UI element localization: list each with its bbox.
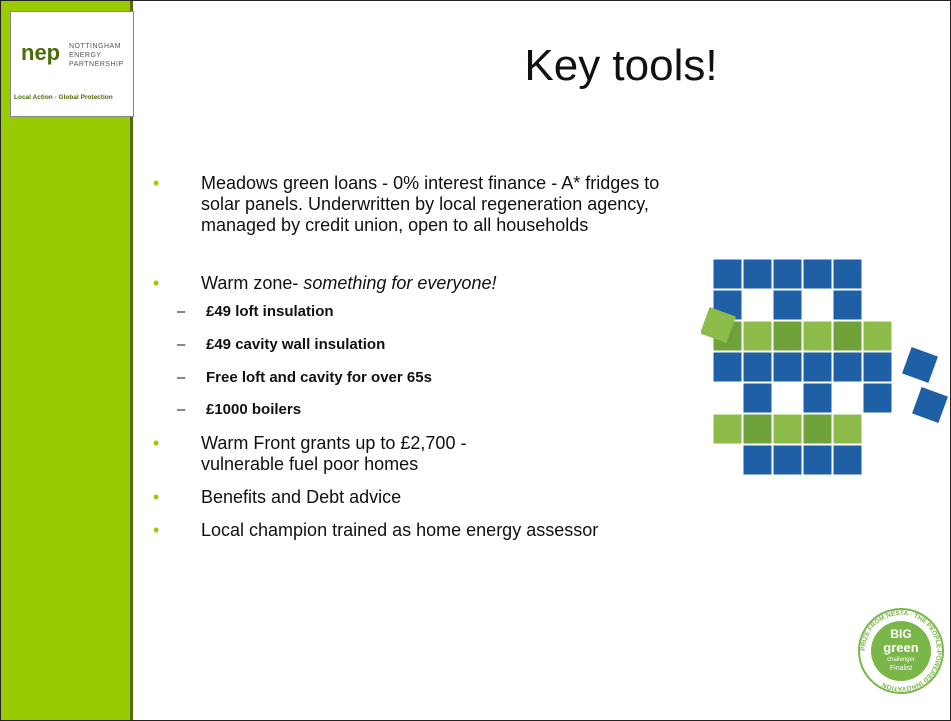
- puzzle-piece: [712, 258, 743, 290]
- puzzle-piece: [712, 413, 743, 445]
- puzzle-piece: [742, 382, 773, 414]
- puzzle-piece: [902, 347, 938, 383]
- bullet-text: Benefits and Debt advice: [201, 487, 402, 507]
- puzzle-pieces: [701, 258, 948, 476]
- puzzle-piece: [802, 382, 833, 414]
- puzzle-piece: [862, 351, 893, 383]
- sub-bullet: Free loft and cavity for over 65s: [206, 369, 432, 386]
- bullet-text-main: Warm zone-: [201, 273, 304, 293]
- badge-text: green: [883, 640, 918, 655]
- puzzle-piece: [832, 320, 863, 352]
- side-bar: [1, 1, 133, 720]
- puzzle-piece: [832, 382, 863, 414]
- sub-bullet: £49 loft insulation: [206, 303, 334, 320]
- puzzle-piece: [862, 382, 893, 414]
- puzzle-piece: [802, 351, 833, 383]
- dash: –: [177, 303, 186, 320]
- logo-mark: nep: [21, 40, 61, 65]
- puzzle-piece: [712, 351, 743, 383]
- bullet-text: Warm zone- something for everyone!: [201, 273, 671, 294]
- puzzle-piece: [802, 289, 833, 321]
- logo-name: NOTTINGHAM ENERGY PARTNERSHIP: [69, 42, 124, 69]
- bullet-text: Local champion trained as home energy as…: [201, 520, 599, 540]
- bullet: •: [153, 487, 160, 507]
- puzzle-piece: [742, 258, 773, 290]
- puzzle-piece: [802, 413, 833, 445]
- sub-bullet: £1000 boilers: [206, 401, 302, 418]
- logo-line: NOTTINGHAM: [69, 43, 122, 50]
- badge-text: BIG: [890, 627, 911, 641]
- puzzle-graphic: [701, 258, 948, 476]
- puzzle-piece: [742, 413, 773, 445]
- puzzle-piece: [832, 258, 863, 290]
- puzzle-piece: [701, 307, 736, 343]
- bullet-text: Warm Front grants up to £2,700 -vulnerab…: [201, 433, 467, 474]
- badge-text: Finalist: [890, 665, 912, 672]
- puzzle-piece: [832, 351, 863, 383]
- logo-line: ENERGY: [69, 52, 102, 59]
- logo-tagline: Local Action - Global Protection: [14, 94, 113, 101]
- puzzle-piece: [802, 320, 833, 352]
- puzzle-piece: [772, 258, 803, 290]
- dash: –: [177, 336, 186, 353]
- puzzle-piece: [832, 413, 863, 445]
- bullet-text: Meadows green loans - 0% interest financ…: [201, 173, 660, 235]
- bullet: •: [153, 520, 160, 540]
- puzzle-piece: [772, 289, 803, 321]
- title: Key tools!: [524, 41, 718, 90]
- bullet-emphasis: something for everyone!: [303, 273, 497, 293]
- bullet: •: [153, 433, 160, 453]
- puzzle-piece: [862, 289, 893, 321]
- badge-core: [871, 621, 931, 681]
- puzzle-piece: [742, 444, 773, 476]
- puzzle-piece: [912, 387, 948, 423]
- dash: –: [177, 369, 186, 386]
- puzzle-piece: [802, 444, 833, 476]
- puzzle-piece: [742, 351, 773, 383]
- puzzle-piece: [832, 444, 863, 476]
- dash: –: [177, 401, 186, 418]
- logo-line: PARTNERSHIP: [69, 61, 124, 68]
- puzzle-piece: [742, 320, 773, 352]
- puzzle-piece: [862, 320, 893, 352]
- puzzle-piece: [802, 258, 833, 290]
- bullet: •: [153, 173, 160, 193]
- puzzle-piece: [772, 382, 803, 414]
- badge: PRIZE FROM NESTA · THE PEOPLE-POWERED IN…: [858, 608, 944, 694]
- logo: nep NOTTINGHAM ENERGY PARTNERSHIP Local …: [10, 11, 134, 117]
- puzzle-piece: [772, 351, 803, 383]
- puzzle-piece: [712, 382, 743, 414]
- badge-text: challenger: [887, 657, 915, 663]
- puzzle-piece: [832, 289, 863, 321]
- puzzle-piece: [772, 444, 803, 476]
- bullet: •: [153, 273, 160, 293]
- puzzle-piece: [772, 320, 803, 352]
- puzzle-piece: [772, 413, 803, 445]
- sub-bullet: £49 cavity wall insulation: [206, 336, 386, 353]
- puzzle-piece: [742, 289, 773, 321]
